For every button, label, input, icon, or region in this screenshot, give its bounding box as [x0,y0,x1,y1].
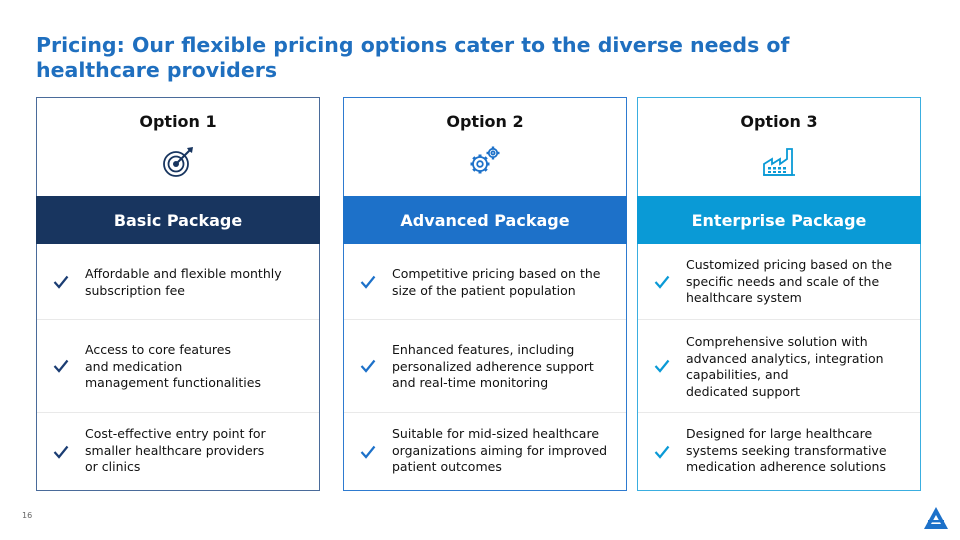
target-icon [163,147,193,177]
check-icon [53,275,69,289]
feature-text: Designed for large healthcare systems se… [686,426,887,474]
option-label: Option 1 [139,112,217,131]
feature-text: Suitable for mid-sized healthcare organi… [392,426,608,474]
feature-item: Comprehensive solution with advanced ana… [638,320,920,413]
factory-icon [763,148,795,176]
check-icon [53,359,69,373]
check-icon [654,359,670,373]
package-band: Advanced Package [343,196,627,244]
feature-text: Cost-effective entry point for smaller h… [85,426,266,474]
card-header: Option 3 [638,98,920,196]
option-label: Option 2 [446,112,524,131]
feature-text: Access to core features and medication m… [85,342,261,390]
option-card-basic: Option 1 Basic Package Affordable and fl… [36,97,320,491]
option-card-advanced: Option 2 [343,97,627,491]
card-header: Option 1 [37,98,319,196]
feature-text: Affordable and flexible monthly subscrip… [85,266,282,298]
feature-item: Designed for large healthcare systems se… [638,413,920,490]
package-band: Basic Package [36,196,320,244]
page-title: Pricing: Our flexible pricing options ca… [36,33,790,82]
check-icon [360,275,376,289]
card-header: Option 2 [344,98,626,196]
feature-item: Access to core features and medication m… [37,320,319,413]
page-number: 16 [22,511,33,520]
option-card-enterprise: Option 3 Enterprise Package Customized p… [637,97,921,491]
gears-icon [470,146,500,174]
feature-text: Competitive pricing based on the size of… [392,266,601,298]
feature-text: Comprehensive solution with advanced ana… [686,334,884,399]
check-icon [654,445,670,459]
company-logo-icon [924,507,948,529]
feature-text: Enhanced features, including personalize… [392,342,594,390]
check-icon [360,359,376,373]
package-band: Enterprise Package [637,196,921,244]
feature-item: Suitable for mid-sized healthcare organi… [344,413,626,490]
feature-item: Enhanced features, including personalize… [344,320,626,413]
feature-item: Customized pricing based on the specific… [638,244,920,320]
option-label: Option 3 [740,112,818,131]
check-icon [53,445,69,459]
feature-item: Affordable and flexible monthly subscrip… [37,244,319,320]
feature-text: Customized pricing based on the specific… [686,257,893,305]
check-icon [360,445,376,459]
feature-item: Competitive pricing based on the size of… [344,244,626,320]
check-icon [654,275,670,289]
feature-item: Cost-effective entry point for smaller h… [37,413,319,490]
